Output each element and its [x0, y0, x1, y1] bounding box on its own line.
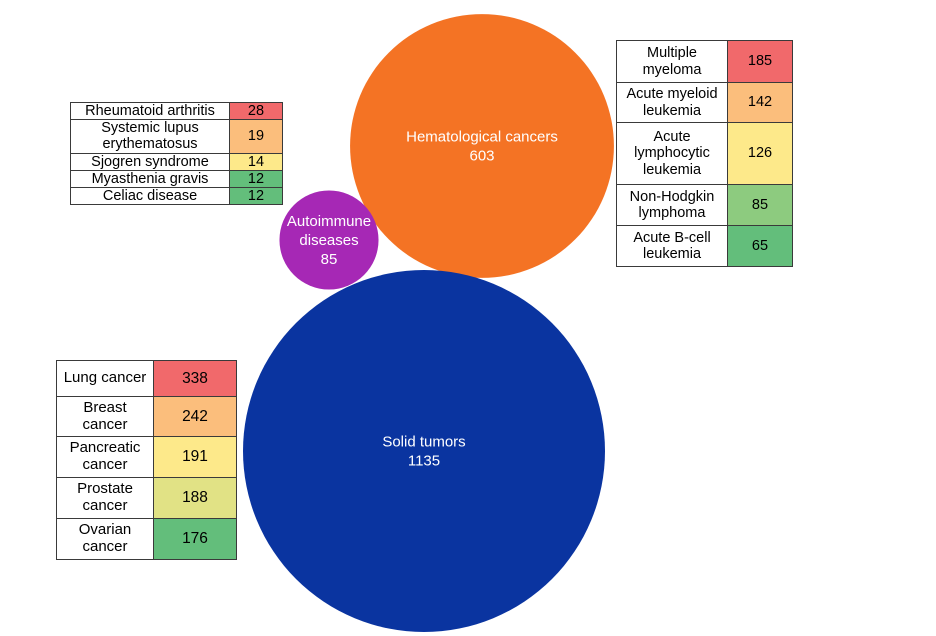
hematological-bubble-label: Hematological cancers 603: [406, 129, 558, 165]
hematological-cancer-value: 85: [727, 184, 793, 226]
table-row: Sjogren syndrome 14: [70, 152, 283, 171]
autoimmune-disease-label: Celiac disease: [70, 187, 230, 206]
autoimmune-disease-label: Myasthenia gravis: [70, 169, 230, 189]
autoimmune-disease-value: 12: [229, 187, 283, 206]
solid-bubble: [243, 270, 605, 632]
autoimmune-disease-label: Systemic lupus erythematosus: [70, 119, 230, 154]
table-row: Acute B-cell leukemia 65: [616, 225, 793, 267]
solid-tumor-value: 176: [153, 518, 237, 560]
solid-tumor-breakdown-table: Lung cancer 338 Breast cancer 242 Pancre…: [56, 360, 237, 560]
table-row: Celiac disease 12: [70, 187, 283, 206]
table-row: Myasthenia gravis 12: [70, 169, 283, 189]
hematological-cancer-label: Acute lymphocytic leukemia: [616, 122, 728, 185]
autoimmune-bubble: [279, 190, 379, 290]
solid-tumor-value: 191: [153, 436, 237, 478]
table-row: Pancreatic cancer 191: [56, 436, 237, 478]
autoimmune-disease-value: 14: [229, 152, 283, 171]
solid-tumor-value: 188: [153, 477, 237, 519]
hematological-cancer-label: Non-Hodgkin lymphoma: [616, 184, 728, 226]
autoimmune-disease-value: 19: [229, 119, 283, 154]
hematological-cancer-value: 65: [727, 225, 793, 267]
table-row: Ovarian cancer 176: [56, 518, 237, 560]
table-row: Breast cancer 242: [56, 396, 237, 437]
autoimmune-disease-value: 12: [229, 169, 283, 189]
solid-tumor-value: 338: [153, 360, 237, 397]
table-row: Non-Hodgkin lymphoma 85: [616, 184, 793, 226]
solid-tumor-label: Breast cancer: [56, 396, 154, 437]
hematological-cancer-label: Multiple myeloma: [616, 40, 728, 83]
table-row: Prostate cancer 188: [56, 477, 237, 519]
solid-tumor-label: Lung cancer: [56, 360, 154, 397]
table-row: Acute myeloid leukemia 142: [616, 82, 793, 123]
solid-tumor-label: Pancreatic cancer: [56, 436, 154, 478]
hematological-cancer-value: 142: [727, 82, 793, 123]
hematological-breakdown-table: Multiple myeloma 185 Acute myeloid leuke…: [616, 40, 793, 267]
solid-tumor-value: 242: [153, 396, 237, 437]
hematological-cancer-value: 185: [727, 40, 793, 83]
hematological-cancer-label: Acute B-cell leukemia: [616, 225, 728, 267]
autoimmune-disease-label: Rheumatoid arthritis: [70, 101, 230, 121]
table-row: Multiple myeloma 185: [616, 40, 793, 83]
autoimmune-disease-label: Sjogren syndrome: [70, 152, 230, 171]
autoimmune-disease-value: 28: [229, 101, 283, 121]
solid-bubble-label: Solid tumors 1135: [382, 434, 465, 470]
hematological-cancer-label: Acute myeloid leukemia: [616, 82, 728, 123]
hematological-cancer-value: 126: [727, 122, 793, 185]
autoimmune-bubble-label: Autoimmune diseases 85: [287, 213, 371, 268]
table-row: Systemic lupus erythematosus 19: [70, 119, 283, 154]
solid-tumor-label: Prostate cancer: [56, 477, 154, 519]
table-row: Acute lymphocytic leukemia 126: [616, 122, 793, 185]
autoimmune-breakdown-table: Rheumatoid arthritis 28 Systemic lupus e…: [70, 101, 283, 206]
solid-tumor-label: Ovarian cancer: [56, 518, 154, 560]
table-row: Lung cancer 338: [56, 360, 237, 397]
table-row: Rheumatoid arthritis 28: [70, 101, 283, 121]
hematological-bubble: [350, 14, 614, 278]
